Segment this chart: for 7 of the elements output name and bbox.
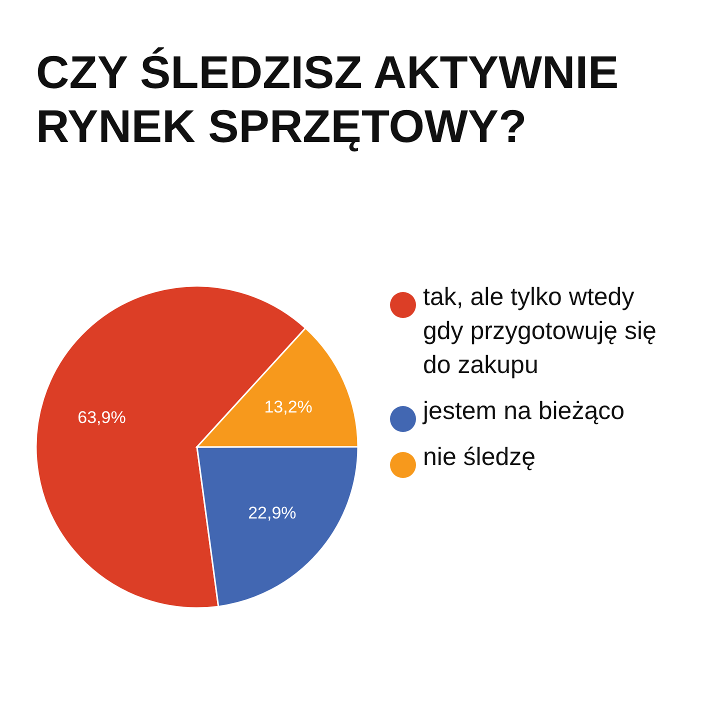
data-label: 63,9% (78, 408, 126, 428)
legend-label: jestem na bieżąco (422, 397, 625, 425)
chart-title: CZY ŚLEDZISZ AKTYWNIE RYNEK SPRZĘTOWY? (36, 46, 619, 152)
data-label: 13,2% (264, 398, 312, 417)
legend-label: tak, ale tylko wtedy gdy przygotowuję się do zakupu (423, 283, 656, 379)
legend-label: nie śledzę (423, 443, 536, 471)
data-label: 22,9% (248, 504, 296, 523)
